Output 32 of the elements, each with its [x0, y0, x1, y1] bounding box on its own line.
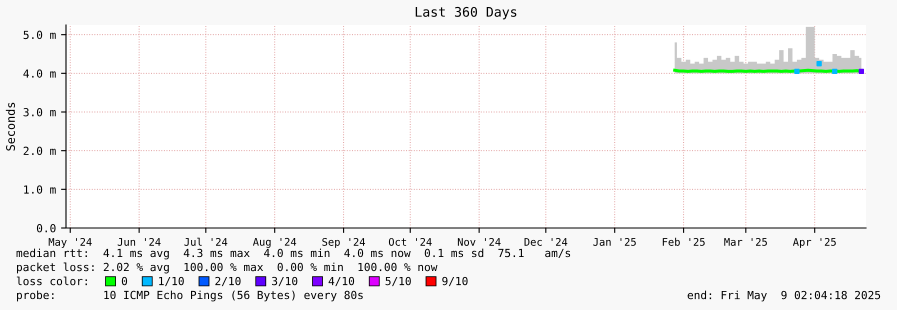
y-tick-label: 3.0 m	[24, 108, 56, 116]
x-tick-label: Apr '25	[792, 238, 836, 248]
x-tick-label: Jun '24	[118, 238, 161, 246]
x-tick-label: Dec '24	[524, 238, 568, 246]
y-tick-label: 1.0 m	[24, 185, 56, 194]
text: end: Fri May 9 02:04:18 2025	[688, 290, 880, 302]
legend-label: 5/10	[386, 276, 411, 286]
y-tick-label: 0.0	[36, 224, 56, 232]
legend-label: 2/10	[215, 276, 241, 286]
text: probe: 10 ICMP Echo Pings (56 Bytes) every 80s	[17, 290, 363, 302]
x-tick-label: Feb '25	[662, 238, 705, 246]
text: median rtt: 4.1 ms avg 4.3 ms max 4.0 ms min 4.0 ms now 0.1 ms sd 75.1 am/s	[16, 248, 570, 260]
legend-label: 4/10	[328, 276, 354, 286]
legend-label: 3/10	[272, 276, 298, 286]
x-tick-label: Oct '24	[388, 238, 432, 246]
legend-label: 9/10	[442, 276, 468, 286]
x-tick-label: Nov '24	[458, 238, 501, 246]
chart-title: Last 360 Days	[416, 6, 516, 20]
legend-title: loss color:	[16, 276, 87, 286]
x-tick-label: May '24	[48, 238, 92, 248]
text: packet loss: 2.02 % avg 100.00 % max 0.00 % min 100.00 % now	[17, 262, 438, 274]
y-tick-label: 2.0 m	[24, 146, 56, 156]
legend-label: 0	[122, 276, 128, 286]
y-tick-label: 4.0 m	[23, 69, 56, 78]
x-tick-label: Aug '24	[252, 238, 296, 248]
y-axis-title: Seconds	[6, 102, 15, 151]
legend-label: 1/10	[159, 276, 184, 286]
x-tick-label: Mar '25	[724, 238, 767, 246]
y-tick-label: 5.0 m	[24, 30, 56, 40]
x-tick-label: Jan '25	[593, 238, 636, 246]
x-tick-label: Jul '24	[184, 238, 228, 246]
x-tick-label: Sep '24	[322, 238, 366, 248]
